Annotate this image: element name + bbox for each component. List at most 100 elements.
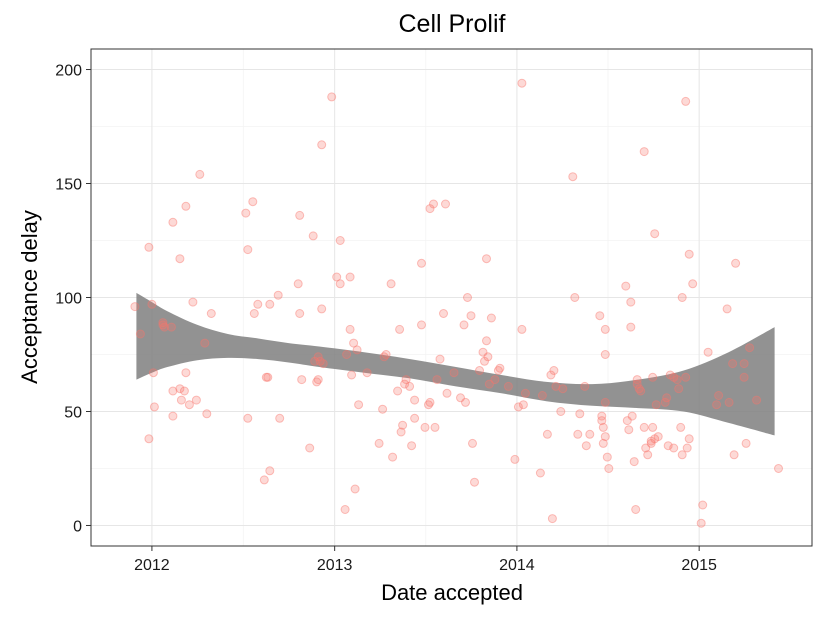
data-point	[660, 397, 670, 407]
data-point	[728, 359, 738, 369]
data-point	[580, 381, 590, 391]
data-point	[430, 422, 440, 432]
y-tick-label: 100	[55, 291, 82, 308]
data-point	[510, 454, 520, 464]
y-axis-title: Acceptance delay	[17, 210, 42, 384]
data-point	[243, 413, 253, 423]
data-point	[265, 299, 275, 309]
data-point	[535, 468, 545, 478]
data-point	[265, 466, 275, 476]
data-point	[480, 356, 489, 366]
data-point	[354, 400, 364, 410]
data-point	[597, 411, 607, 421]
data-point	[551, 381, 561, 391]
data-point	[463, 293, 472, 302]
data-point	[624, 425, 634, 435]
data-point	[722, 304, 732, 314]
data-point	[729, 450, 739, 460]
data-point	[295, 309, 305, 318]
y-tick-label: 150	[55, 177, 82, 194]
data-point	[663, 441, 673, 451]
data-point	[442, 388, 452, 398]
data-point	[429, 199, 438, 209]
data-point	[600, 397, 610, 407]
data-point	[424, 400, 433, 410]
data-point	[632, 375, 642, 385]
data-point	[520, 388, 530, 398]
data-point	[517, 324, 527, 334]
data-point	[340, 505, 350, 514]
data-point	[470, 477, 479, 487]
data-point	[513, 402, 523, 412]
data-point	[241, 208, 251, 218]
data-point	[259, 475, 269, 485]
data-point	[181, 201, 191, 211]
data-point	[643, 450, 653, 460]
data-point	[681, 96, 691, 106]
data-point	[308, 231, 318, 241]
x-axis-title: Date accepted	[381, 580, 523, 605]
data-point	[650, 434, 660, 444]
data-point	[425, 204, 435, 214]
data-point	[677, 293, 687, 302]
data-point	[598, 422, 608, 432]
data-point	[432, 375, 442, 385]
data-point	[166, 322, 176, 332]
data-point	[621, 281, 631, 291]
data-point	[159, 322, 169, 332]
data-point	[293, 279, 303, 289]
data-point	[752, 395, 762, 405]
data-point	[188, 297, 198, 307]
data-point	[741, 438, 751, 448]
data-point	[639, 147, 649, 157]
data-point	[570, 293, 580, 302]
data-point	[317, 304, 327, 314]
data-point	[650, 229, 660, 239]
data-point	[731, 258, 741, 268]
data-point	[626, 297, 636, 307]
data-point	[181, 368, 191, 378]
data-point	[396, 427, 406, 437]
data-point	[482, 254, 491, 264]
x-tick-label: 2015	[681, 557, 717, 574]
data-point	[249, 309, 259, 318]
data-point	[410, 413, 420, 423]
data-point	[712, 400, 722, 410]
data-point	[318, 359, 328, 369]
data-point	[295, 210, 305, 220]
x-tick-label: 2013	[317, 557, 353, 574]
confidence-ribbon	[136, 292, 775, 436]
data-point	[684, 249, 694, 259]
data-point	[317, 140, 327, 150]
data-point	[400, 379, 410, 389]
data-point	[352, 345, 362, 355]
data-point	[662, 393, 672, 403]
data-point	[158, 318, 168, 328]
data-point	[313, 375, 323, 385]
data-point	[168, 411, 178, 421]
data-point	[349, 338, 359, 348]
data-point	[493, 366, 503, 375]
data-point	[175, 254, 185, 264]
data-point	[456, 393, 465, 403]
x-axis-ticks: 2012 2013 2014 2015	[134, 546, 717, 574]
smooth-confidence-band	[136, 292, 775, 436]
data-point	[696, 518, 706, 528]
data-point	[417, 320, 426, 330]
data-point	[374, 438, 384, 448]
data-point	[629, 457, 639, 467]
y-axis-ticks: 0 50 100 150 200	[55, 63, 91, 535]
data-point	[517, 78, 527, 88]
data-point	[684, 434, 694, 444]
data-point	[388, 452, 398, 462]
data-point	[379, 352, 389, 362]
data-point	[184, 400, 194, 410]
data-point	[698, 500, 708, 510]
data-point	[634, 384, 644, 394]
data-point	[674, 384, 684, 394]
data-point	[441, 199, 450, 209]
data-point	[147, 299, 157, 309]
data-point	[653, 432, 663, 442]
data-point	[600, 432, 610, 442]
data-point	[362, 368, 372, 378]
